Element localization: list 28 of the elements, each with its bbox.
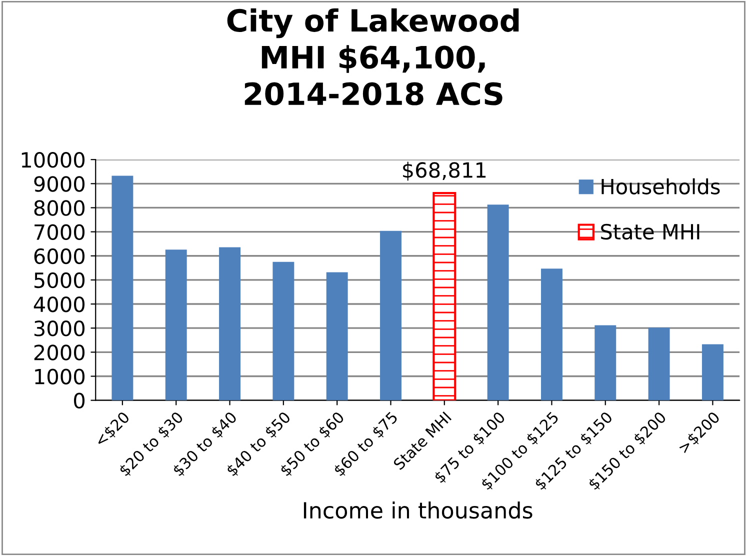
legend-label: Households: [602, 178, 720, 194]
bar: [112, 176, 134, 400]
y-tick-label: 8000: [34, 200, 85, 216]
y-tick-label: 10000: [22, 152, 85, 168]
y-tick-label: 1000: [35, 368, 85, 384]
y-tick-label: 3000: [34, 320, 85, 336]
legend-label: State MHI: [601, 224, 700, 240]
x-axis-title: Income in thousands: [304, 502, 532, 519]
bar: [487, 204, 509, 400]
y-tick-label: 4000: [34, 296, 85, 312]
bar: [219, 247, 240, 400]
y-tick-label: 5000: [34, 272, 85, 288]
y-tick-label: 9000: [34, 176, 85, 192]
bar: [648, 328, 670, 400]
bar: [165, 250, 187, 400]
bar: [272, 262, 294, 400]
y-tick-label: 7000: [34, 224, 85, 240]
bar: [702, 344, 724, 400]
bar: [594, 325, 616, 400]
chart-title: City of Lakewood MHI $64,100, 2014-2018 ACS: [227, 8, 519, 106]
bar: [432, 192, 456, 400]
bar: [380, 230, 402, 400]
bar: [326, 272, 348, 400]
y-tick-label: 2000: [34, 344, 85, 360]
y-tick-label: 0: [74, 392, 85, 409]
y-tick-label: 6000: [34, 248, 85, 264]
annotation: $68,811: [403, 162, 486, 181]
bar: [540, 268, 562, 400]
